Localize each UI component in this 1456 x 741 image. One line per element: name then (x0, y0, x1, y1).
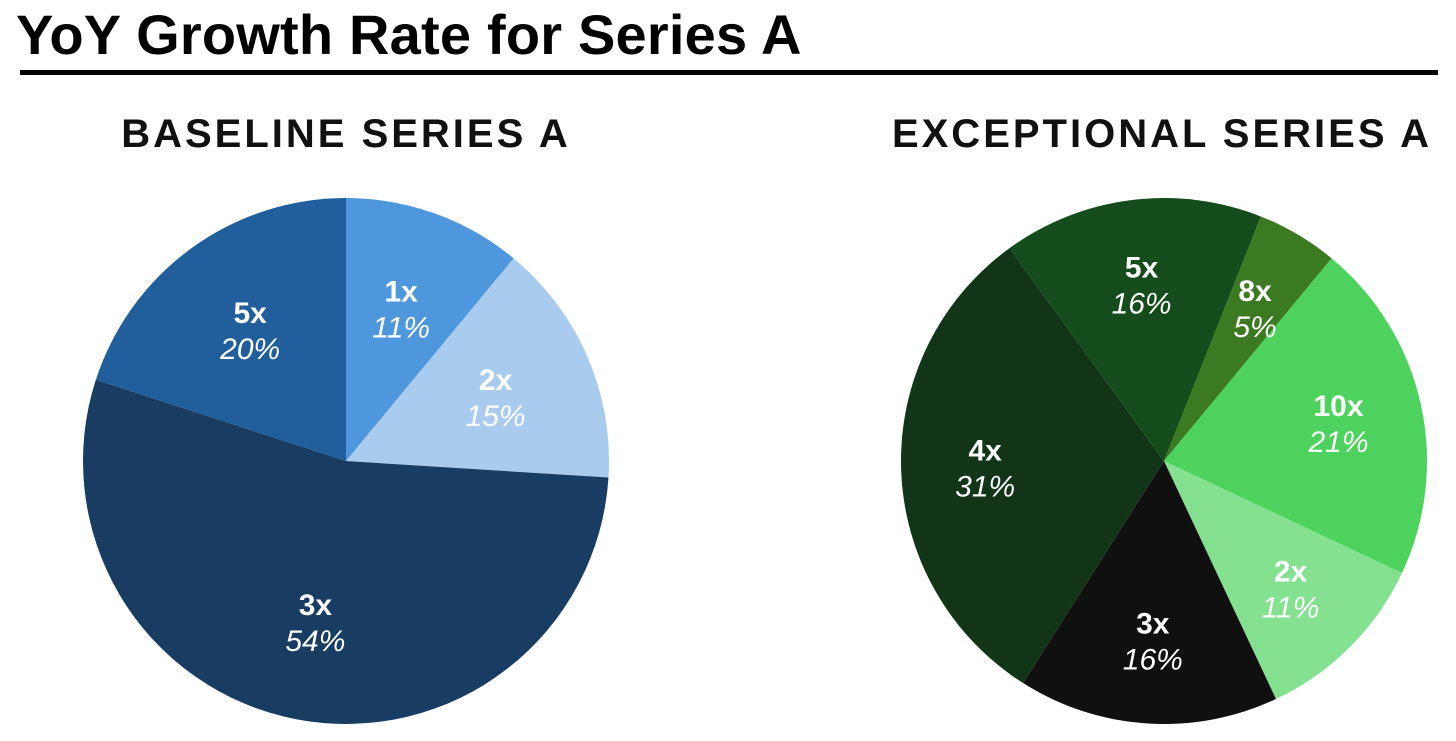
slice-percent-label: 20% (219, 333, 280, 366)
slice-category-label: 5x (234, 297, 268, 330)
slice-label-5x: 5x 16% (1112, 252, 1172, 321)
slice-category-label: 1x (385, 276, 419, 309)
slice-category-label: 3x (299, 589, 333, 622)
pie-slice-1x (346, 198, 514, 461)
slice-label-3x: 3x 54% (285, 589, 345, 658)
slice-percent-label: 5% (1233, 311, 1276, 344)
slice-category-label: 5x (1125, 252, 1159, 285)
slice-label-4x: 4x 31% (955, 435, 1015, 504)
slice-label-8x: 8x 5% (1233, 275, 1276, 344)
pie-slice-5x (1009, 197, 1261, 461)
slice-percent-label: 54% (285, 625, 345, 658)
baseline-chart-title: BASELINE SERIES A (121, 112, 571, 156)
slice-percent-label: 11% (372, 312, 430, 345)
slice-label-5x: 5x 20% (219, 297, 280, 366)
slice-percent-label: 21% (1307, 426, 1368, 459)
exceptional-chart-title: EXCEPTIONAL SERIES A (891, 112, 1433, 156)
slice-label-2x: 2x 11% (1262, 556, 1320, 625)
baseline-pie-chart: 1x 11% 2x 15% 3x 54% 5x 20% (82, 198, 609, 724)
slice-category-label: 10x (1313, 390, 1363, 423)
title-divider (20, 70, 1438, 75)
slice-category-label: 2x (479, 364, 513, 397)
slice-label-2x: 2x 15% (466, 364, 526, 433)
slice-percent-label: 16% (1112, 288, 1172, 321)
pie-slice-2x (1164, 461, 1402, 699)
slice-label-3x: 3x 16% (1123, 608, 1183, 677)
slice-percent-label: 15% (466, 400, 526, 433)
pie-slice-3x (82, 379, 609, 724)
pie-slice-10x (1164, 258, 1427, 573)
slice-category-label: 3x (1136, 608, 1170, 641)
slice-label-1x: 1x 11% (372, 276, 430, 345)
pie-slice-3x (1023, 461, 1276, 725)
pie-slice-4x (900, 248, 1164, 684)
pie-slice-8x (1164, 216, 1332, 461)
slice-percent-label: 31% (955, 471, 1015, 504)
page-title: YoY Growth Rate for Series A (16, 3, 802, 66)
slice-percent-label: 11% (1262, 592, 1320, 625)
slice-percent-label: 16% (1123, 644, 1183, 677)
slice-category-label: 4x (969, 435, 1003, 468)
exceptional-pie-chart: 8x 5%10x 21%2x 11%3x 16%4x 31%5x 16% (900, 197, 1427, 725)
slice-category-label: 2x (1274, 556, 1308, 589)
pie-slice-5x (95, 198, 347, 461)
slice-category-label: 8x (1238, 275, 1272, 308)
pie-slice-2x (346, 258, 609, 478)
slice-label-10x: 10x 21% (1307, 390, 1368, 459)
